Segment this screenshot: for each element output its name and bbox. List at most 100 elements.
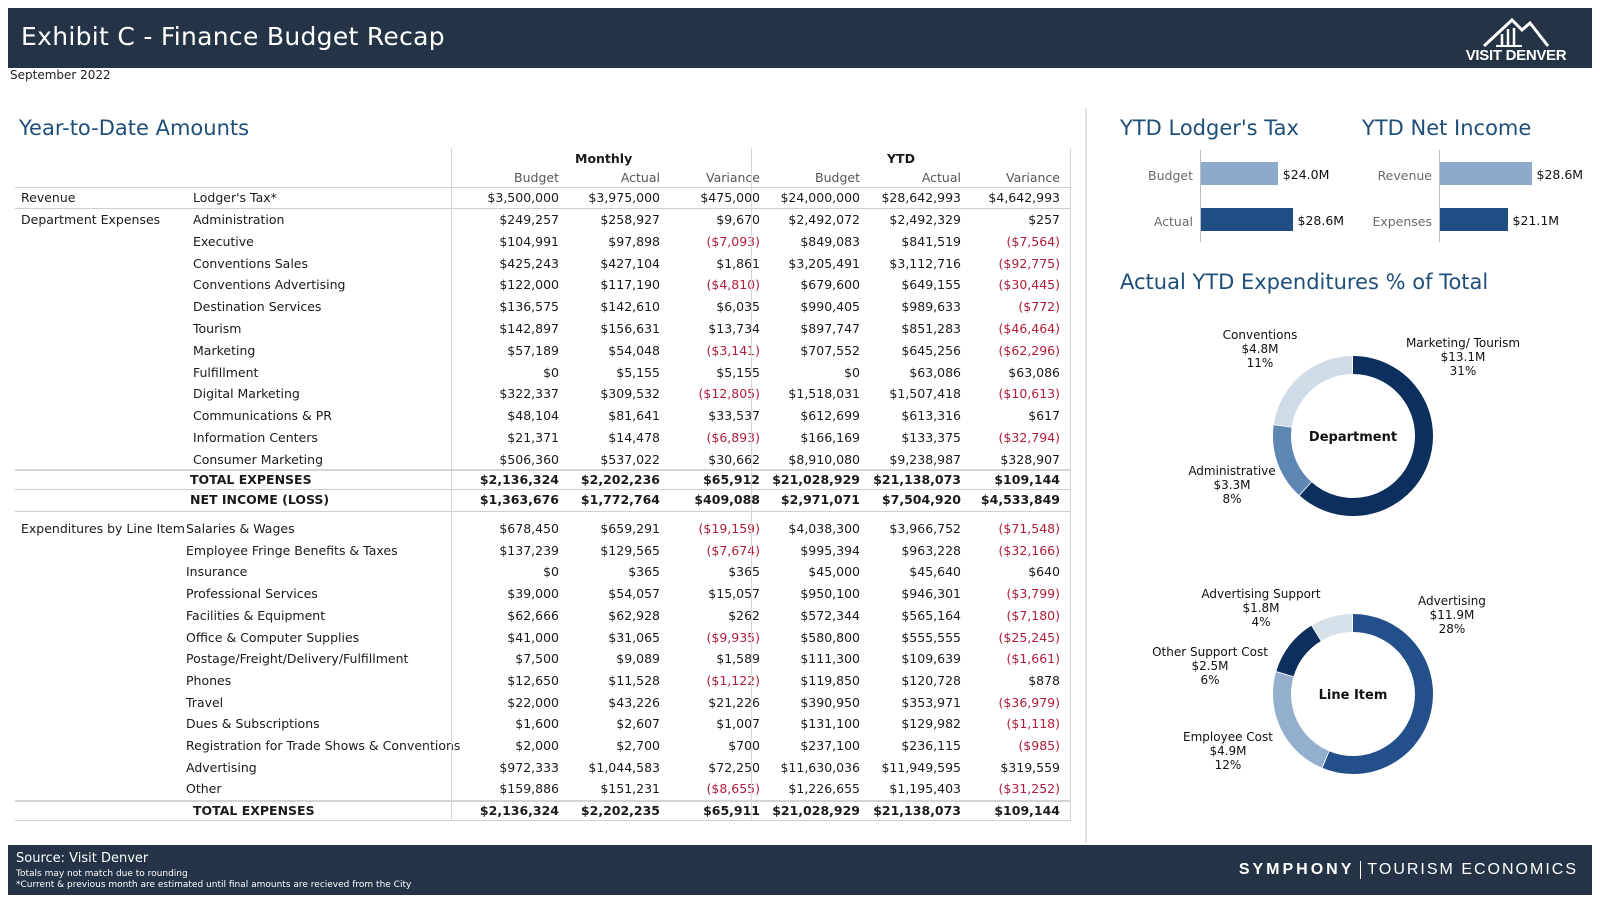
table-cell: ($1,661) [1006,651,1061,667]
donut-slice [1273,356,1353,428]
slice-value-label: $13.1M [1440,350,1486,364]
row-label: Digital Marketing [193,386,300,402]
table-cell: $2,971,071 [780,492,860,507]
table-cell: $21,371 [507,430,559,445]
table-cell: $849,083 [800,233,860,249]
table-cell: $81,641 [608,408,660,424]
slice-value-label: $4.9M [1209,744,1247,758]
table-cell: $262 [728,607,760,623]
donut-slice [1322,614,1433,774]
table-cell: $3,500,000 [487,190,559,205]
donut-slice [1276,625,1322,677]
table-cell: $142,897 [499,321,559,336]
table-cell: $11,528 [608,672,660,688]
brand-bold: SYMPHONY [1238,861,1355,879]
page-title: Exhibit C - Finance Budget Recap [21,22,445,51]
row-label: Registration for Trade Shows & Conventio… [186,738,461,753]
table-cell: $14,478 [608,430,660,445]
table-cell: $9,670 [716,212,760,227]
bar-axis [1200,150,1201,242]
bar-category-label: Revenue [1377,168,1432,183]
table-cell: $613,316 [901,408,961,424]
table-cell: $3,112,716 [889,255,961,271]
table-cell: $48,104 [507,408,559,424]
table-cell: $572,344 [800,607,860,623]
table-cell: $104,991 [499,233,559,249]
table-cell: $5,155 [616,364,660,380]
table-cell: $119,850 [800,672,860,688]
table-cell: ($25,245) [998,629,1060,645]
table-cell: $43,226 [608,694,660,710]
table-cell: $2,700 [616,738,660,753]
estimate-note: *Current & previous month are estimated … [16,880,412,890]
row-label: TOTAL EXPENSES [190,472,312,487]
table-cell: $109,639 [901,651,961,667]
table-cell: ($1,122) [706,672,761,688]
table-cell: $11,949,595 [881,759,961,775]
table-cell: $972,333 [499,759,559,775]
table-cell: ($8,655) [706,781,761,797]
table-cell: $97,898 [608,233,660,249]
row-label: Travel [186,694,224,710]
table-cell: ($772) [1018,299,1060,315]
column-header: Actual [620,170,660,185]
table-cell: $878 [1028,672,1060,688]
table-cell: $0 [543,364,559,380]
lodgers-tax-title: YTD Lodger's Tax [1120,116,1299,140]
bar-value-label: $21.1M [1512,213,1560,228]
table-cell: $131,100 [800,716,860,732]
bar [1440,162,1532,185]
net-income-title: YTD Net Income [1362,116,1532,140]
row-label: Other [186,781,222,797]
table-cell: $390,950 [800,694,860,710]
donut-slice-label: Advertising $11.9M 28% [1396,594,1508,636]
table-cell: $62,666 [507,607,559,623]
table-cell: $555,555 [901,629,961,645]
table-cell: $649,155 [901,277,961,293]
table-cell: $65,911 [703,803,760,818]
table-cell: $122,000 [499,277,559,293]
table-cell: $963,228 [901,542,961,558]
slice-pct-label: 4% [1251,615,1271,629]
table-cell: $2,202,235 [580,803,660,818]
donut-slice [1299,356,1433,516]
table-cell: $659,291 [600,521,660,536]
row-label: Phones [186,672,232,688]
table-cell: $8,910,080 [788,451,860,467]
slice-name: Advertising Support [1201,587,1321,601]
table-cell: $1,007 [716,716,760,732]
bar-value-label: $28.6M [1536,167,1584,182]
table-cell: $45,000 [808,564,860,580]
table-cell: ($92,775) [998,255,1060,271]
table-cell: $63,086 [1008,364,1060,380]
row-label: Destination Services [193,299,322,315]
table-cell: $309,532 [600,386,660,402]
donut-slice-label: Administrative $3.3M 8% [1170,464,1294,506]
table-cell: $137,239 [499,542,559,558]
row-label: Fulfillment [193,364,259,380]
table-cell: $1,600 [515,716,559,732]
table-cell: $258,927 [600,212,660,227]
row-divider [15,820,1071,821]
slice-pct-label: 8% [1222,492,1242,506]
table-cell: $1,772,764 [580,492,660,507]
table-cell: $707,552 [800,342,860,358]
table-cell: ($1,118) [1006,716,1061,732]
table-cell: $159,886 [499,781,559,797]
table-cell: $9,089 [616,651,660,667]
table-cell: $4,642,993 [988,190,1060,205]
slice-pct-label: 11% [1246,356,1274,370]
table-cell: $142,610 [600,299,660,315]
table-cell: $612,699 [800,408,860,424]
table-cell: $21,028,929 [772,472,860,487]
table-cell: ($46,464) [998,321,1060,336]
slice-pct-label: 12% [1214,758,1242,772]
donut-slice [1273,672,1330,768]
column-header: Budget [815,170,860,185]
table-cell: ($985) [1018,738,1060,753]
table-cell: $3,966,752 [889,521,961,536]
table-cell: $3,975,000 [588,190,660,205]
row-category: Revenue [21,190,76,205]
table-cell: ($3,141) [706,342,761,358]
donut-slice-label: Conventions $4.8M 11% [1208,328,1312,370]
